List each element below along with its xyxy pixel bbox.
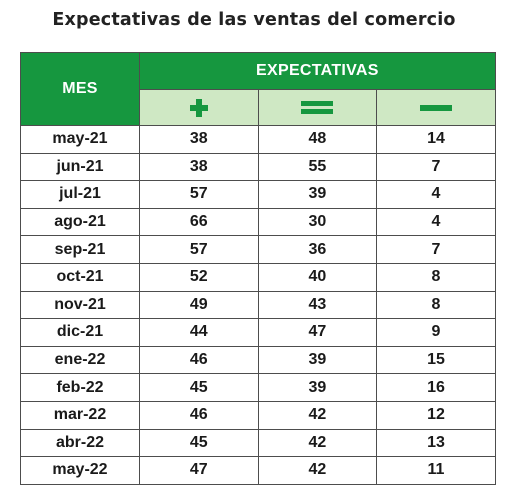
table-row: abr-22 45 42 13 xyxy=(20,428,496,458)
equals-column-header xyxy=(257,89,378,126)
equal-value: 39 xyxy=(257,345,378,375)
table-row: ago-21 66 30 4 xyxy=(20,207,496,237)
plus-value: 57 xyxy=(139,235,259,264)
plus-value: 46 xyxy=(139,400,259,430)
equal-value: 40 xyxy=(257,262,378,292)
equal-value: 47 xyxy=(257,318,378,347)
minus-column-header xyxy=(376,89,496,126)
month-cell: may-21 xyxy=(20,125,140,154)
month-cell: feb-22 xyxy=(20,373,140,402)
equal-value: 48 xyxy=(257,125,378,154)
plus-value: 57 xyxy=(139,180,259,209)
equal-value: 39 xyxy=(257,373,378,402)
equal-value: 43 xyxy=(257,290,378,320)
minus-value: 4 xyxy=(376,207,496,237)
month-cell: dic-21 xyxy=(20,318,140,347)
table-row: ene-22 46 39 15 xyxy=(20,345,496,375)
table-row: may-22 47 42 11 xyxy=(20,456,496,485)
plus-value: 66 xyxy=(139,207,259,237)
minus-value: 11 xyxy=(376,456,496,485)
equal-value: 36 xyxy=(257,235,378,264)
month-cell: nov-21 xyxy=(20,290,140,320)
month-cell: ago-21 xyxy=(20,207,140,237)
table-row: nov-21 49 43 8 xyxy=(20,290,496,320)
minus-value: 7 xyxy=(376,152,496,182)
plus-value: 44 xyxy=(139,318,259,347)
table-row: oct-21 52 40 8 xyxy=(20,262,496,292)
minus-icon xyxy=(420,104,452,111)
page-title: Expectativas de las ventas del comercio xyxy=(52,10,456,30)
minus-value: 12 xyxy=(376,400,496,430)
expectations-group-header: EXPECTATIVAS xyxy=(139,52,496,90)
equal-value: 55 xyxy=(257,152,378,182)
plus-icon xyxy=(189,98,208,117)
equals-icon xyxy=(301,100,334,114)
table-row: jul-21 57 39 4 xyxy=(20,180,496,209)
plus-value: 49 xyxy=(139,290,259,320)
minus-value: 4 xyxy=(376,180,496,209)
month-cell: mar-22 xyxy=(20,400,140,430)
plus-value: 38 xyxy=(139,125,259,154)
table-row: sep-21 57 36 7 xyxy=(20,235,496,264)
month-cell: abr-22 xyxy=(20,428,140,458)
month-cell: oct-21 xyxy=(20,262,140,292)
equal-value: 39 xyxy=(257,180,378,209)
table-row: mar-22 46 42 12 xyxy=(20,400,496,430)
plus-value: 45 xyxy=(139,428,259,458)
equal-value: 30 xyxy=(257,207,378,237)
plus-value: 46 xyxy=(139,345,259,375)
month-cell: sep-21 xyxy=(20,235,140,264)
equal-value: 42 xyxy=(257,400,378,430)
minus-value: 8 xyxy=(376,290,496,320)
table-row: may-21 38 48 14 xyxy=(20,125,496,154)
expectations-table: MES EXPECTATIVAS xyxy=(20,52,496,485)
month-cell: jun-21 xyxy=(20,152,140,182)
month-cell: ene-22 xyxy=(20,345,140,375)
minus-value: 16 xyxy=(376,373,496,402)
month-cell: jul-21 xyxy=(20,180,140,209)
equal-value: 42 xyxy=(257,456,378,485)
equal-value: 42 xyxy=(257,428,378,458)
table-row: dic-21 44 47 9 xyxy=(20,318,496,347)
minus-value: 7 xyxy=(376,235,496,264)
plus-value: 52 xyxy=(139,262,259,292)
month-column-header: MES xyxy=(20,52,140,126)
month-cell: may-22 xyxy=(20,456,140,485)
minus-value: 9 xyxy=(376,318,496,347)
plus-value: 47 xyxy=(139,456,259,485)
table-row: feb-22 45 39 16 xyxy=(20,373,496,402)
minus-value: 13 xyxy=(376,428,496,458)
plus-value: 38 xyxy=(139,152,259,182)
table-row: jun-21 38 55 7 xyxy=(20,152,496,182)
plus-column-header xyxy=(139,89,259,126)
minus-value: 14 xyxy=(376,125,496,154)
plus-value: 45 xyxy=(139,373,259,402)
minus-value: 15 xyxy=(376,345,496,375)
minus-value: 8 xyxy=(376,262,496,292)
